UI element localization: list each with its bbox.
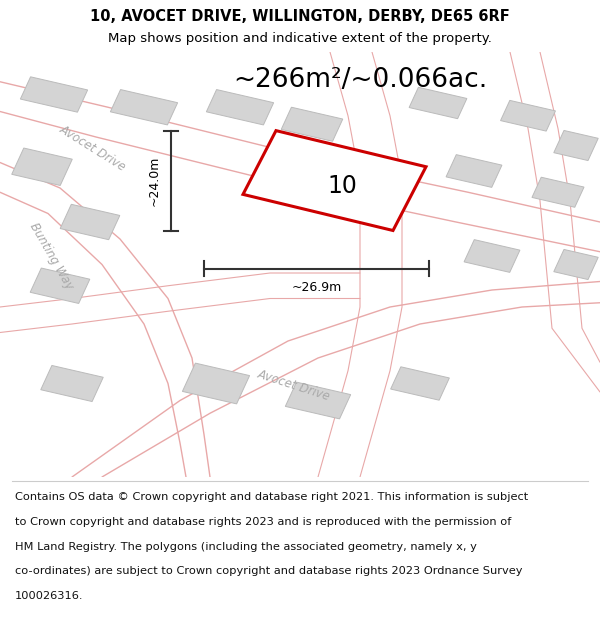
Polygon shape	[182, 363, 250, 404]
Polygon shape	[12, 148, 72, 186]
Polygon shape	[464, 239, 520, 272]
Text: 100026316.: 100026316.	[15, 591, 83, 601]
Polygon shape	[409, 88, 467, 119]
Text: ~26.9m: ~26.9m	[292, 281, 341, 294]
Text: ~24.0m: ~24.0m	[148, 156, 161, 206]
Text: ~266m²/~0.066ac.: ~266m²/~0.066ac.	[233, 67, 487, 93]
Text: to Crown copyright and database rights 2023 and is reproduced with the permissio: to Crown copyright and database rights 2…	[15, 517, 511, 527]
Polygon shape	[446, 154, 502, 188]
Text: 10: 10	[327, 174, 357, 198]
Polygon shape	[281, 107, 343, 141]
Polygon shape	[41, 366, 103, 401]
Polygon shape	[500, 101, 556, 131]
Polygon shape	[110, 89, 178, 125]
Polygon shape	[532, 177, 584, 208]
Text: Avocet Drive: Avocet Drive	[256, 368, 332, 404]
Text: HM Land Registry. The polygons (including the associated geometry, namely x, y: HM Land Registry. The polygons (includin…	[15, 541, 477, 551]
Polygon shape	[60, 204, 120, 240]
Polygon shape	[554, 249, 598, 279]
Polygon shape	[286, 382, 350, 419]
Polygon shape	[20, 77, 88, 112]
Polygon shape	[391, 367, 449, 400]
Text: Avocet Drive: Avocet Drive	[58, 122, 128, 173]
Text: co-ordinates) are subject to Crown copyright and database rights 2023 Ordnance S: co-ordinates) are subject to Crown copyr…	[15, 566, 523, 576]
Text: Contains OS data © Crown copyright and database right 2021. This information is : Contains OS data © Crown copyright and d…	[15, 492, 528, 502]
Polygon shape	[206, 89, 274, 125]
Polygon shape	[30, 268, 90, 304]
Text: Map shows position and indicative extent of the property.: Map shows position and indicative extent…	[108, 32, 492, 45]
Polygon shape	[554, 131, 598, 161]
Text: 10, AVOCET DRIVE, WILLINGTON, DERBY, DE65 6RF: 10, AVOCET DRIVE, WILLINGTON, DERBY, DE6…	[90, 9, 510, 24]
Polygon shape	[243, 131, 426, 231]
Text: Bunting Way: Bunting Way	[26, 221, 76, 292]
